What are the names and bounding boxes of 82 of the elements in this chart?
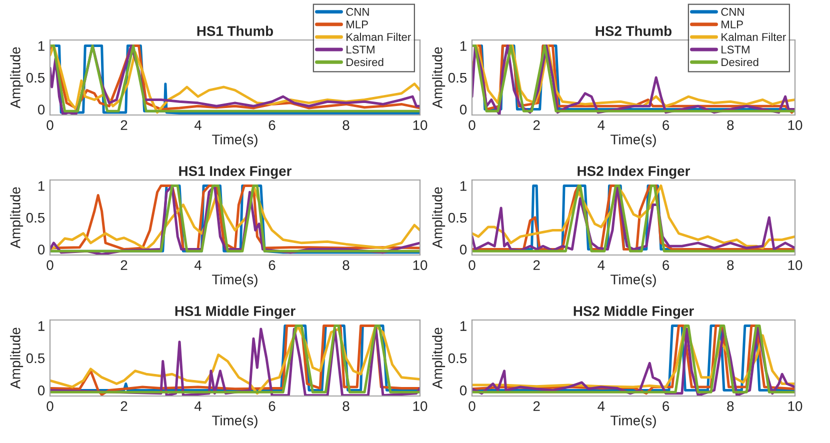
y-tick-label: 0: [38, 104, 45, 114]
chart-title: HS2 Index Finger: [578, 166, 690, 179]
y-tick-label: 0: [38, 244, 45, 254]
x-tick-label: 8: [342, 401, 350, 412]
x-tick-label: 2: [533, 401, 540, 411]
x-tick-label: 0: [46, 260, 54, 270]
x-tick-label: 4: [194, 260, 202, 270]
y-tick-label: 0: [460, 104, 467, 114]
y-tick-label: 1: [460, 41, 466, 51]
x-tick-label: 10: [413, 260, 428, 270]
x-tick-label: 4: [194, 120, 202, 130]
x-tick-label: 2: [120, 120, 128, 130]
x-tick-label: 6: [662, 401, 670, 412]
y-tick-label: 1: [460, 321, 466, 331]
legend-label: Desired: [722, 58, 758, 66]
x-tick-label: 6: [268, 260, 276, 270]
x-tick-label: 2: [120, 260, 128, 270]
y-axis-title: Amplitude: [432, 187, 446, 248]
legend-label: MLP: [722, 20, 743, 28]
x-tick-label: 4: [598, 260, 605, 270]
x-axis-title: Time(s): [212, 415, 258, 428]
y-axis-title: Amplitude: [10, 47, 24, 108]
x-axis-title: Time(s): [212, 134, 258, 148]
legend-label: MLP: [346, 20, 368, 28]
x-tick-label: 0: [46, 401, 54, 412]
legend-label: Kalman Filter: [722, 32, 786, 41]
y-tick-label: 0.5: [26, 212, 45, 223]
x-tick-label: 0: [46, 120, 54, 130]
x-tick-label: 0: [468, 260, 476, 270]
legend-label: Desired: [346, 58, 384, 66]
y-axis-title: Amplitude: [432, 47, 446, 108]
legend-label: Kalman Filter: [346, 32, 411, 41]
chart-title: HS1 Middle Finger: [175, 306, 296, 319]
x-tick-label: 8: [342, 260, 350, 270]
legend-label: CNN: [346, 8, 369, 16]
y-tick-label: 0: [460, 244, 467, 254]
x-tick-label: 6: [662, 120, 670, 130]
y-tick-label: 1: [38, 321, 44, 331]
y-tick-label: 0.5: [26, 353, 45, 364]
y-axis-title: Amplitude: [10, 328, 24, 389]
x-tick-label: 2: [533, 120, 540, 130]
x-tick-label: 10: [788, 120, 802, 130]
x-tick-label: 10: [788, 260, 802, 270]
y-tick-label: 0.5: [448, 212, 467, 223]
y-tick-label: 0.5: [448, 353, 467, 364]
x-tick-label: 0: [468, 120, 476, 130]
x-tick-label: 0: [468, 401, 476, 412]
y-axis-title: Amplitude: [10, 187, 24, 248]
chart-title: HS1 Thumb: [197, 26, 274, 36]
y-tick-label: 1: [460, 181, 466, 191]
x-tick-label: 4: [598, 401, 605, 411]
x-tick-label: 4: [598, 120, 605, 130]
x-axis-title: Time(s): [610, 415, 656, 428]
x-tick-label: 6: [268, 401, 276, 412]
x-axis-title: Time(s): [610, 274, 656, 288]
y-tick-label: 1: [38, 181, 44, 191]
x-axis-title: Time(s): [212, 274, 258, 288]
x-tick-label: 2: [120, 401, 128, 411]
x-tick-label: 10: [788, 401, 802, 412]
x-tick-label: 6: [268, 120, 276, 130]
x-tick-label: 8: [342, 120, 350, 130]
x-tick-label: 8: [727, 260, 734, 270]
x-tick-label: 6: [662, 260, 670, 270]
y-axis-title: Amplitude: [432, 328, 446, 389]
x-tick-label: 4: [194, 401, 202, 411]
y-tick-label: 0: [460, 386, 467, 396]
x-tick-label: 10: [413, 120, 428, 130]
y-tick-label: 0.5: [448, 72, 467, 83]
x-tick-label: 8: [727, 401, 734, 412]
chart-title: HS2 Middle Finger: [574, 306, 694, 319]
chart-title: HS2 Thumb: [596, 26, 672, 36]
x-axis-title: Time(s): [610, 134, 656, 148]
legend-label: CNN: [721, 8, 744, 16]
legend-label: LSTM: [722, 46, 750, 54]
y-tick-label: 0: [38, 386, 45, 396]
legend-label: LSTM: [346, 46, 374, 54]
y-tick-label: 1: [38, 41, 44, 51]
y-tick-label: 0.5: [26, 72, 45, 83]
x-tick-label: 10: [413, 401, 428, 412]
x-tick-label: 8: [727, 120, 734, 130]
x-tick-label: 2: [533, 260, 540, 270]
chart-title: HS1 Index Finger: [179, 166, 292, 179]
